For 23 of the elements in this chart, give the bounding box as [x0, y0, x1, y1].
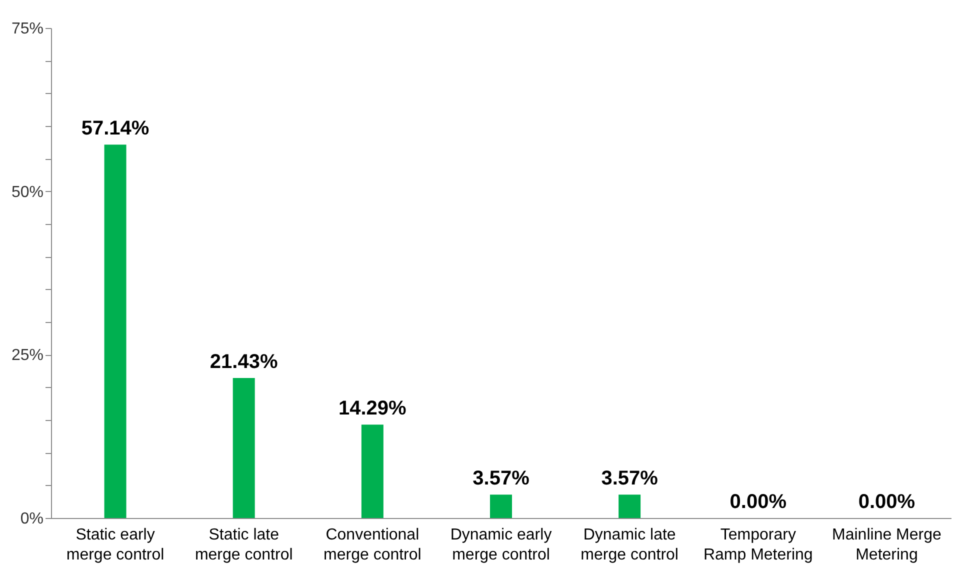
bar	[232, 378, 255, 518]
data-label: 3.57%	[601, 468, 658, 490]
data-label: 0.00%	[730, 491, 787, 513]
x-tick-label: Temporary Ramp Metering	[703, 526, 813, 564]
y-tick-label: 0%	[20, 510, 44, 528]
x-tick-label: Mainline Merge Metering	[832, 526, 942, 564]
x-tick-label: Static late merge control	[194, 526, 293, 564]
data-label: 3.57%	[472, 468, 530, 490]
data-label: 21.43%	[210, 350, 278, 373]
x-tick-label: Dynamic early merge control	[450, 526, 552, 564]
data-label: 57.14%	[81, 118, 150, 140]
data-label: 14.29%	[338, 398, 407, 420]
x-tick-label: Dynamic late merge control	[580, 526, 678, 564]
y-tick-label: 25%	[11, 347, 44, 364]
data-label: 0.00%	[858, 491, 916, 513]
y-tick-label: 50%	[11, 184, 44, 201]
bar	[618, 494, 641, 518]
y-tick-label: 75%	[11, 20, 44, 38]
x-tick-label: Conventional merge control	[324, 526, 422, 564]
bar	[361, 424, 384, 518]
bar	[490, 494, 512, 518]
bar	[104, 144, 126, 518]
x-tick-label: Static early merge control	[66, 526, 164, 564]
